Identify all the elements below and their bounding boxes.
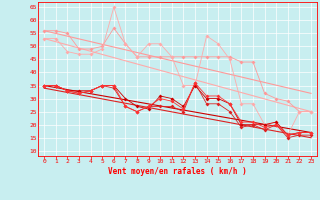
X-axis label: Vent moyen/en rafales ( km/h ): Vent moyen/en rafales ( km/h ) xyxy=(108,167,247,176)
